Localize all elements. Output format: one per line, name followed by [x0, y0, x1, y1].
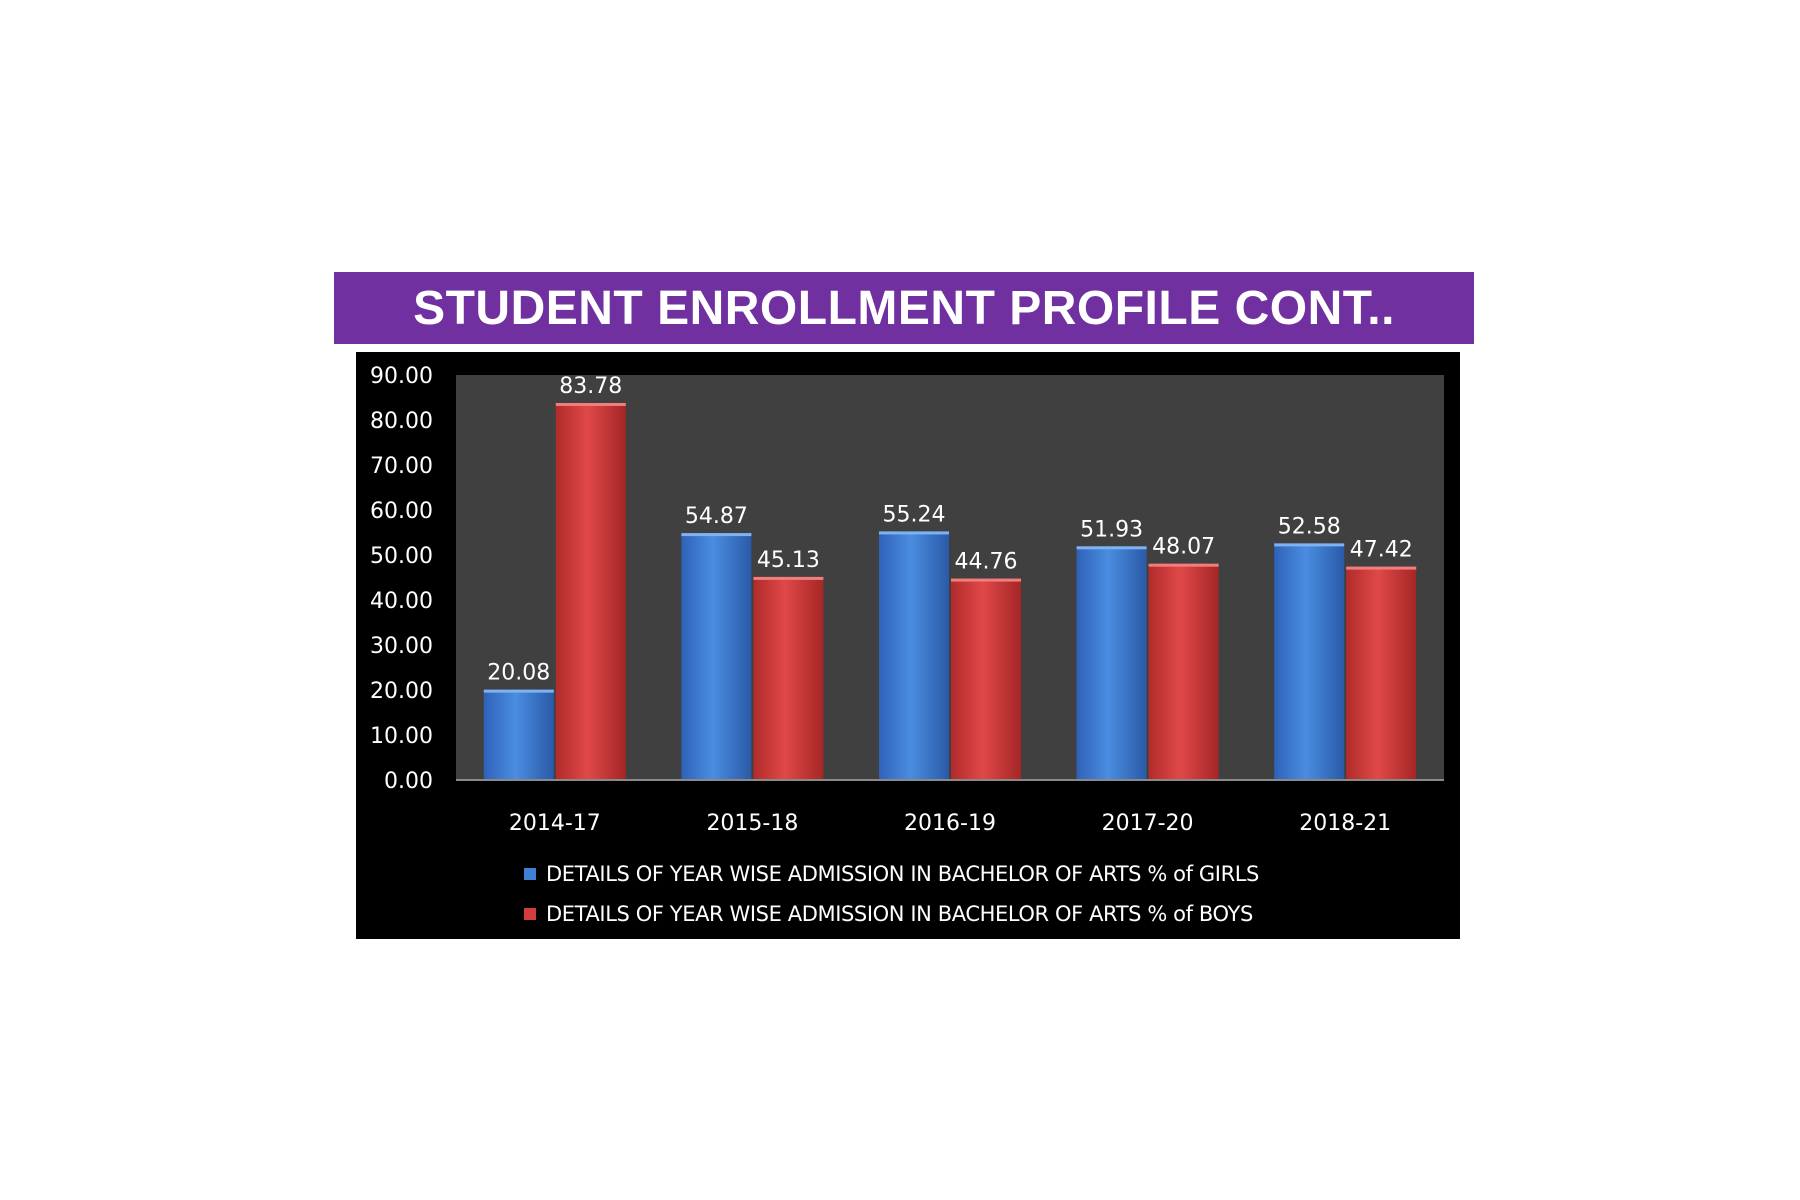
legend-label-boys: DETAILS OF YEAR WISE ADMISSION IN BACHEL…	[546, 902, 1253, 926]
value-label-girls: 51.93	[1080, 517, 1143, 542]
legend-swatch-boys	[524, 908, 536, 920]
bar-boys	[1346, 566, 1417, 780]
legend-item-boys: DETAILS OF YEAR WISE ADMISSION IN BACHEL…	[524, 894, 1259, 934]
bar-top-boys	[1346, 566, 1417, 570]
y-tick-label: 10.00	[370, 724, 433, 749]
y-tick-label: 30.00	[370, 634, 433, 659]
value-label-boys: 47.42	[1350, 538, 1413, 563]
bar-top-girls	[483, 689, 554, 693]
x-tick-label: 2017-20	[1102, 811, 1194, 836]
value-label-boys: 45.13	[757, 548, 820, 573]
value-label-boys: 48.07	[1152, 535, 1215, 560]
value-label-boys: 83.78	[559, 374, 622, 399]
bar-girls	[1274, 543, 1345, 780]
y-tick-label: 90.00	[370, 364, 433, 389]
y-tick-label: 50.00	[370, 544, 433, 569]
value-label-girls: 55.24	[883, 502, 946, 527]
legend-swatch-girls	[524, 868, 536, 880]
bar-top-girls	[1076, 546, 1147, 550]
x-tick-label: 2015-18	[706, 811, 798, 836]
value-label-boys: 44.76	[955, 550, 1018, 575]
y-tick-label: 20.00	[370, 679, 433, 704]
bar-top-girls	[879, 531, 949, 535]
legend-label-girls: DETAILS OF YEAR WISE ADMISSION IN BACHEL…	[546, 862, 1259, 886]
bar-top-boys	[1148, 563, 1219, 567]
bar-top-boys	[951, 578, 1021, 582]
bar-girls	[879, 531, 949, 780]
y-tick-label: 70.00	[370, 454, 433, 479]
bar-girls	[1076, 546, 1147, 780]
value-label-girls: 20.08	[487, 661, 550, 686]
bar-boys	[555, 402, 626, 780]
y-tick-label: 80.00	[370, 409, 433, 434]
bar-boys	[951, 578, 1021, 780]
slide-title: STUDENT ENROLLMENT PROFILE CONT..	[334, 272, 1474, 344]
value-label-girls: 54.87	[685, 504, 748, 529]
x-tick-label: 2016-19	[904, 811, 996, 836]
value-label-girls: 52.58	[1278, 514, 1341, 539]
bar-top-girls	[681, 533, 752, 537]
y-tick-label: 60.00	[370, 499, 433, 524]
y-tick-label: 0.00	[384, 769, 433, 794]
y-tick-label: 40.00	[370, 589, 433, 614]
bar-boys	[753, 576, 824, 780]
x-tick-label: 2014-17	[509, 811, 601, 836]
bar-girls	[681, 533, 752, 780]
legend: DETAILS OF YEAR WISE ADMISSION IN BACHEL…	[524, 854, 1259, 934]
bar-top-girls	[1274, 543, 1345, 547]
legend-item-girls: DETAILS OF YEAR WISE ADMISSION IN BACHEL…	[524, 854, 1259, 894]
x-tick-label: 2018-21	[1299, 811, 1391, 836]
chart-container: 0.00 10.00 20.00 30.00 40.00 50.00 60.00 70.00 8…	[356, 352, 1460, 939]
bar-top-boys	[753, 576, 824, 580]
bar-chart: 0.00 10.00 20.00 30.00 40.00 50.00 60.00 70.00 8…	[370, 364, 1444, 836]
bar-boys	[1148, 563, 1219, 780]
bar-girls	[483, 689, 554, 780]
bar-top-boys	[555, 402, 626, 406]
